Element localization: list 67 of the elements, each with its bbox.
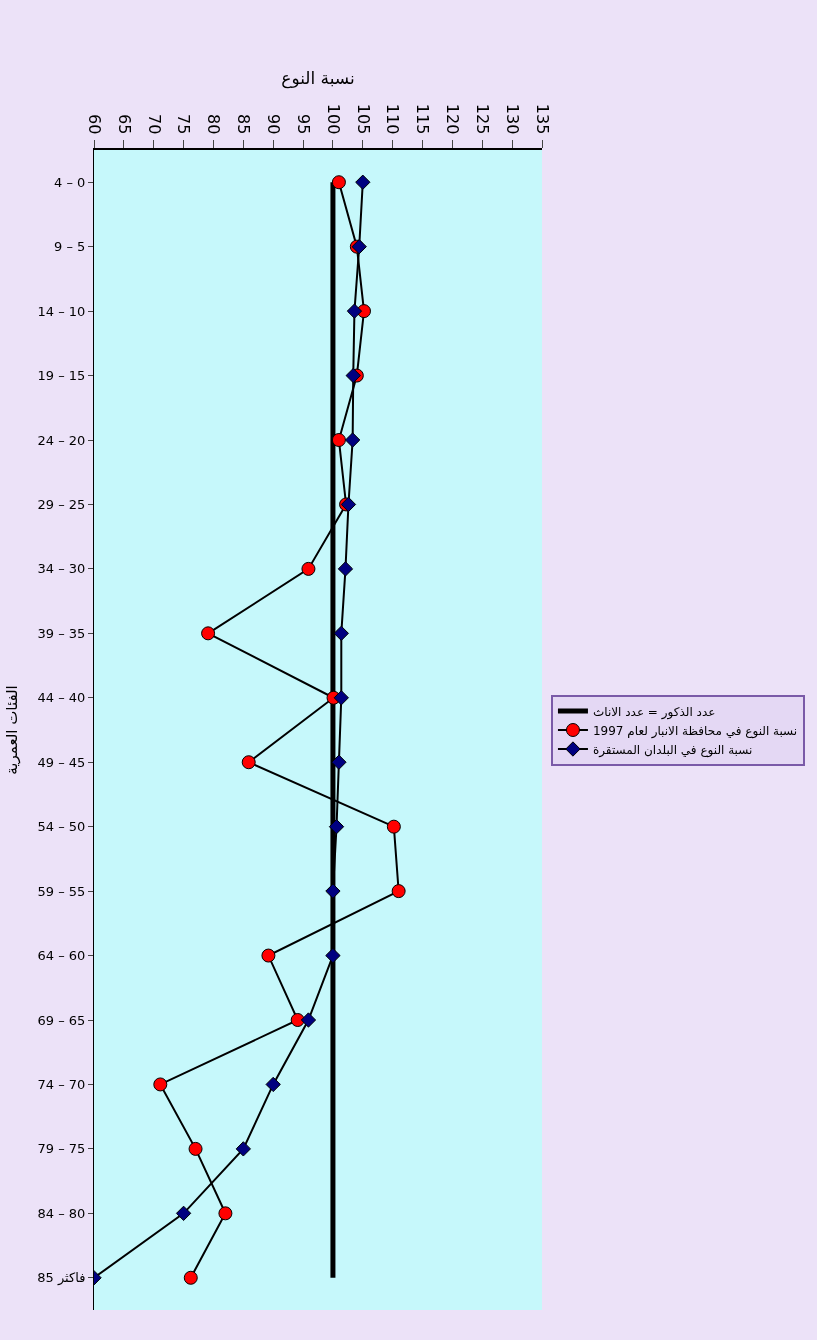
x-tick-label: 110 (383, 103, 403, 135)
point (355, 174, 371, 190)
point (386, 819, 401, 834)
y-axis-title: الفئات العمرية (3, 685, 22, 775)
y-tick-label: 4 – 0 (54, 174, 86, 190)
y-tick-label: 19 – 15 (37, 368, 86, 384)
point (300, 1012, 317, 1028)
point (391, 884, 406, 899)
point (325, 883, 341, 899)
point (333, 690, 349, 706)
point (301, 561, 316, 576)
point (265, 1076, 281, 1093)
x-tick-label: 130 (502, 103, 522, 135)
point (337, 561, 354, 577)
x-tick-label: 100 (323, 103, 343, 135)
point (333, 625, 349, 641)
y-tick-label: 9 – 5 (54, 239, 86, 255)
point (331, 433, 346, 447)
point (325, 947, 341, 964)
point (328, 819, 345, 835)
point (346, 303, 363, 319)
point (201, 626, 216, 641)
y-tick-label: 14 – 10 (37, 303, 86, 319)
legend-label: عدد الذكور = عدد الاناث (592, 704, 716, 720)
y-tick-label: 74 – 70 (37, 1076, 86, 1092)
x-tick-label: 75 (174, 114, 194, 135)
y-tick-label: 29 – 25 (37, 496, 86, 512)
x-tick-label: 80 (204, 114, 224, 135)
x-tick-label: 105 (353, 103, 373, 135)
x-tick-label: 135 (532, 103, 552, 135)
point (290, 1013, 305, 1027)
point (188, 1141, 203, 1156)
point (183, 1270, 198, 1285)
point (218, 1206, 233, 1221)
x-tick-label: 65 (114, 114, 134, 135)
x-tick-label: 125 (473, 103, 493, 135)
y-tick-label: 44 – 40 (37, 690, 86, 706)
point (241, 755, 256, 770)
y-tick-label: 59 – 55 (37, 883, 86, 899)
y-tick-label: 64 – 60 (37, 948, 86, 964)
x-tick-label: 85 (234, 114, 254, 135)
y-tick-label: 34 – 30 (37, 561, 86, 577)
y-tick-label: 79 – 75 (37, 1141, 86, 1157)
y-tick-label: 24 – 20 (37, 432, 86, 448)
point (153, 1077, 168, 1092)
point (345, 432, 361, 448)
point (235, 1141, 251, 1157)
y-tick-label: 39 – 35 (37, 625, 86, 641)
point (345, 367, 361, 384)
legend-label: نسبة النوع في محافظة الانبار لعام 1997 (592, 723, 798, 739)
y-tick-label: 54 – 50 (37, 819, 86, 835)
x-tick-label: 115 (413, 103, 433, 135)
x-tick-label: 90 (264, 114, 283, 135)
x-tick-label: 70 (144, 114, 164, 135)
point (261, 948, 276, 963)
legend-label: نسبة النوع في البلدان المستقرة (592, 742, 753, 758)
y-tick-label: 69 – 65 (37, 1012, 86, 1028)
point (331, 175, 346, 190)
y-tick-label: 49 – 45 (37, 754, 86, 770)
point (331, 754, 347, 770)
x-tick-label: 60 (84, 114, 104, 135)
y-tick-label: 84 – 80 (37, 1205, 86, 1221)
point (175, 1205, 192, 1221)
y-tick-label: 85 فاكثر (37, 1270, 86, 1287)
x-tick-label: 120 (443, 103, 463, 135)
x-axis-title: نسبة النوع (281, 67, 355, 89)
x-tick-label: 95 (293, 114, 313, 135)
